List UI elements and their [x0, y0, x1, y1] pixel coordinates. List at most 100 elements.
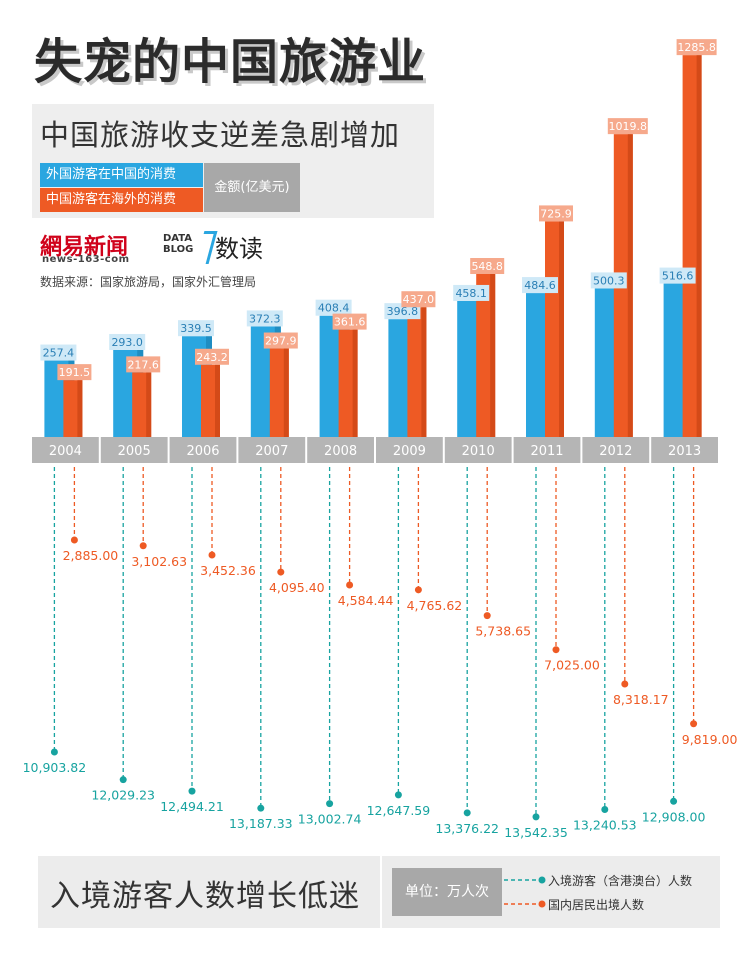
inbound-visitors-point	[670, 797, 678, 805]
outbound-spending-bar-shade	[283, 348, 289, 437]
year-tick-label: 2013	[668, 444, 701, 459]
outbound-spending-bar-shade	[627, 134, 633, 438]
inbound-value-label-bg	[40, 344, 77, 361]
inbound-visitors-label: 13,542.35	[504, 825, 568, 840]
datablog-logo: DATA BLOG	[163, 233, 194, 255]
data-source: 数据来源：国家旅游局，国家外汇管理局	[40, 275, 257, 289]
shudu-logo: 数读	[215, 235, 263, 263]
outbound-value-label-bg	[332, 313, 367, 330]
outbound-visitors-label: 2,885.00	[63, 548, 119, 563]
inbound-value-label-bg	[522, 277, 558, 294]
outbound-visitors-label: 4,765.62	[407, 598, 463, 613]
main-title: 失宠的中国旅游业	[34, 34, 427, 90]
outbound-value-label-bg	[57, 364, 92, 381]
legend-outbound-spending: 中国游客在海外的消费	[40, 188, 203, 212]
inbound-visitors-point	[326, 800, 334, 808]
year-tick-label: 2012	[599, 444, 632, 459]
year-band	[307, 437, 374, 463]
legend-outbound-visitors: 国内居民出境人数	[548, 898, 645, 912]
year-tick-label: 2010	[462, 444, 495, 459]
legend-inbound-dot	[538, 876, 546, 884]
outbound-value-label-bg	[195, 348, 229, 365]
inbound-visitors-point	[394, 791, 402, 799]
outbound-visitors-point	[208, 551, 216, 559]
year-band	[444, 437, 512, 463]
outbound-visitors-label: 5,738.65	[475, 624, 531, 639]
outbound-spending-bar-shade	[421, 307, 427, 437]
inbound-visitors-point	[119, 776, 127, 784]
outbound-value-label: 437.0	[403, 293, 435, 306]
year-tick-label: 2009	[393, 444, 426, 459]
inbound-visitors-label: 13,187.33	[229, 816, 293, 831]
year-band	[513, 437, 581, 463]
inbound-visitors-point	[532, 813, 540, 821]
year-band	[32, 437, 99, 463]
outbound-value-label: 548.8	[471, 260, 503, 273]
outbound-value-label-bg	[470, 258, 505, 275]
outbound-visitors-point	[621, 680, 629, 688]
inbound-value-label: 293.0	[111, 336, 143, 349]
outbound-value-label: 297.9	[265, 335, 297, 348]
amount-unit-label: 金额(亿美元)	[204, 163, 300, 212]
spending-bars-layer: 257.4 191.5 293.0 217.6 339.5 243.2 372.3 297.9…	[40, 39, 717, 438]
year-tick-label: 2011	[530, 444, 563, 459]
year-tick-label: 2004	[49, 444, 82, 459]
outbound-visitors-label: 7,025.00	[544, 658, 600, 673]
inbound-value-label: 500.3	[593, 274, 625, 287]
outbound-value-label: 725.9	[540, 207, 572, 220]
inbound-value-label-bg	[453, 284, 490, 301]
bottom-divider	[380, 856, 382, 928]
outbound-visitors-point	[552, 646, 560, 654]
outbound-spending-bar-shade	[559, 221, 564, 437]
inbound-value-label-bg	[246, 310, 283, 327]
inbound-visitors-label: 10,903.82	[23, 760, 87, 775]
year-band	[238, 437, 306, 463]
inbound-visitors-point	[463, 809, 471, 817]
inbound-value-label: 516.6	[662, 270, 694, 283]
inbound-visitors-point	[50, 748, 58, 756]
year-band	[169, 437, 237, 463]
inbound-value-label: 408.4	[318, 302, 350, 315]
outbound-visitors-point	[690, 720, 698, 728]
outbound-visitors-label: 9,819.00	[682, 732, 738, 747]
outbound-value-label-bg	[126, 356, 161, 373]
inbound-value-label: 257.4	[43, 347, 75, 360]
outbound-spending-bar-shade	[490, 274, 496, 437]
inbound-visitors-label: 13,240.53	[573, 817, 637, 832]
outbound-visitors-point	[70, 536, 78, 544]
inbound-visitors-label: 12,647.59	[367, 803, 431, 818]
outbound-spending-bar-shade	[77, 380, 83, 437]
chart-canvas: 257.4 191.5 293.0 217.6 339.5 243.2 372.3 297.9…	[23, 39, 738, 840]
outbound-visitors-point	[346, 581, 354, 589]
subtitle-box	[32, 104, 434, 162]
year-axis-layer: 2004 2005 2006 2007 2008 2009 2010 2011 2012 2013	[32, 437, 718, 463]
inbound-visitors-label: 13,002.74	[298, 812, 362, 827]
inbound-visitors-label: 12,029.23	[91, 788, 155, 803]
inbound-value-label-bg	[315, 299, 352, 316]
outbound-value-label: 191.5	[59, 366, 91, 379]
inbound-visitors-label: 12,908.00	[642, 809, 706, 824]
outbound-spending-bar-shade	[352, 329, 358, 437]
outbound-visitors-point	[483, 612, 491, 620]
outbound-spending-bar-shade	[215, 364, 220, 437]
outbound-visitors-label: 4,095.40	[269, 580, 325, 595]
netease-news-logo: 網易新闻	[40, 234, 129, 260]
outbound-value-label-bg	[676, 39, 717, 56]
inbound-value-label: 458.1	[455, 287, 487, 300]
outbound-visitors-point	[414, 586, 422, 594]
outbound-value-label: 243.2	[196, 351, 228, 364]
outbound-value-label: 1019.8	[609, 120, 648, 133]
subtitle: 中国旅游收支逆差急剧增加	[40, 118, 401, 152]
bottom-title: 入境游客人数增长低迷	[50, 879, 360, 914]
bottom-legend-lines	[504, 876, 546, 908]
year-tick-label: 2005	[118, 444, 151, 459]
outbound-visitors-label: 3,452.36	[200, 563, 256, 578]
inbound-value-label-bg	[178, 320, 214, 337]
visitor-lines-layer: 10,903.82 2,885.00 12,029.23 3,102.63 12,494…	[23, 467, 738, 840]
inbound-value-label-bg	[590, 272, 627, 289]
outbound-value-label-bg	[539, 205, 573, 222]
visitors-unit-label: 单位：万人次	[392, 868, 502, 916]
year-band	[100, 437, 168, 463]
outbound-visitors-point	[139, 542, 147, 550]
year-band	[651, 437, 718, 463]
